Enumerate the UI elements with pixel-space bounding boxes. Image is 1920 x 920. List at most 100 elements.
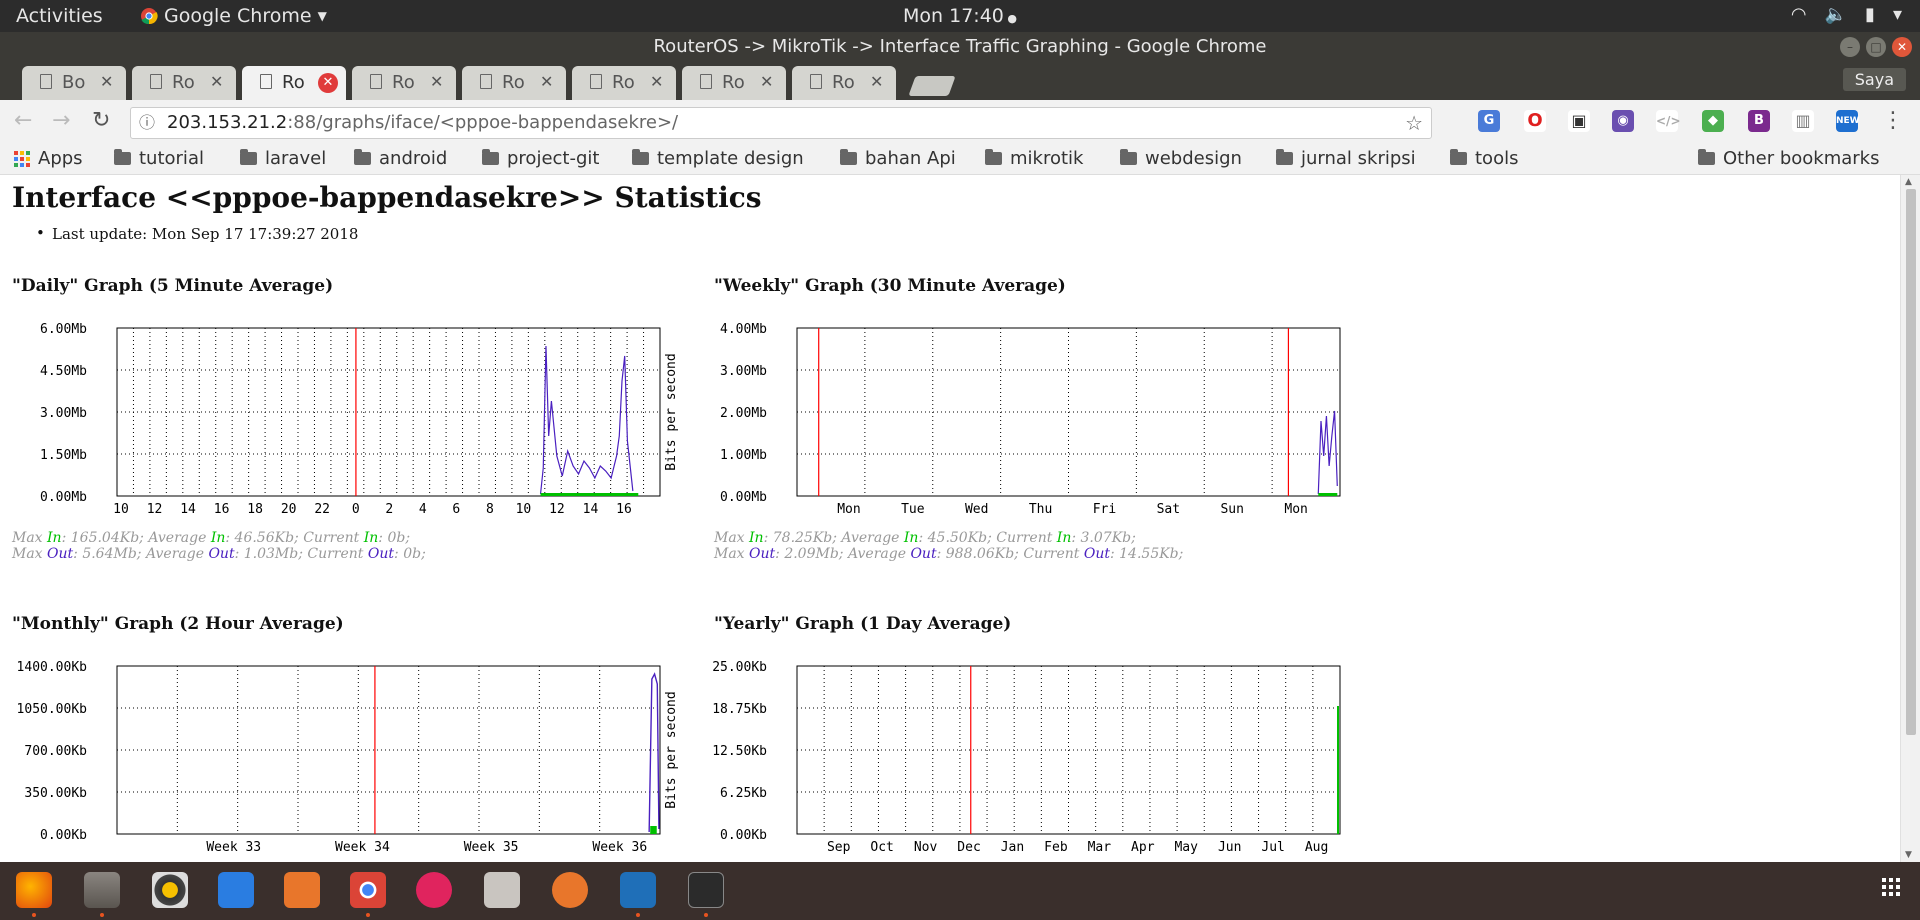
bookmark-folder[interactable]: jurnal skripsi (1276, 148, 1416, 169)
bookmark-label: webdesign (1145, 148, 1242, 169)
scroll-up-arrow-icon[interactable]: ▲ (1905, 177, 1912, 187)
yearly-traffic-graph: 25.00Kb 18.75Kb 12.50Kb 6.25Kb 0.00Kb Sep Oct N… (664, 660, 1341, 855)
info-icon[interactable]: ⓘ (139, 113, 156, 132)
browser-tab[interactable]: Ro ✕ (352, 66, 456, 100)
apps-shortcut[interactable]: Apps (14, 148, 83, 169)
terminal-icon[interactable] (688, 872, 724, 908)
bookmark-folder[interactable]: tutorial (114, 148, 204, 169)
bookmark-folder[interactable]: laravel (240, 148, 326, 169)
system-tray[interactable]: ◠ 🔈 ▮ ▾ (1791, 4, 1902, 25)
camera-extension-icon[interactable]: ◉ (1612, 110, 1634, 132)
camera-icon[interactable] (484, 872, 520, 908)
keyboard-extension-icon[interactable]: ▥ (1792, 110, 1814, 132)
firefox-icon[interactable] (16, 872, 52, 908)
tools-icon[interactable] (552, 872, 588, 908)
minimize-button[interactable]: – (1840, 37, 1860, 57)
scroll-down-arrow-icon[interactable]: ▼ (1905, 850, 1912, 860)
url-text[interactable]: 203.153.21.2:88/graphs/iface/<pppoe-bapp… (167, 108, 678, 138)
traffic-in-area (650, 826, 657, 834)
bookmark-folder[interactable]: android (354, 148, 447, 169)
x-axis-tick-label: 6 (452, 502, 460, 517)
browser-tab-active[interactable]: Ro ✕ (242, 66, 346, 100)
x-axis-tick-label: Jun (1218, 840, 1241, 855)
color-picker-extension-icon[interactable]: ◆ (1702, 110, 1724, 132)
close-tab-icon[interactable]: ✕ (318, 73, 338, 93)
show-applications-button[interactable] (1882, 878, 1900, 896)
bookmark-star-icon[interactable]: ☆ (1405, 111, 1423, 135)
y-axis-tick-label: 6.00Mb (40, 322, 87, 337)
chrome-icon[interactable] (350, 872, 386, 908)
close-tab-icon[interactable]: ✕ (100, 72, 114, 91)
code-extension-icon[interactable]: </> (1656, 110, 1681, 132)
close-window-button[interactable]: ✕ (1892, 37, 1912, 57)
writer-icon[interactable] (218, 872, 254, 908)
files-icon[interactable] (84, 872, 120, 908)
bookmark-folder[interactable]: tools (1450, 148, 1518, 169)
y-axis-tick-label: 4.00Mb (720, 322, 767, 337)
bookmark-folder[interactable]: bahan Api (840, 148, 956, 169)
x-axis-tick-label: 14 (583, 502, 599, 517)
bootstrap-extension-icon[interactable]: B (1748, 110, 1770, 132)
address-bar[interactable]: ⓘ 203.153.21.2:88/graphs/iface/<pppoe-ba… (130, 107, 1432, 139)
browser-tab[interactable]: Bo ✕ (22, 66, 126, 100)
daily-traffic-graph: 6.00Mb 4.50Mb 3.00Mb 1.50Mb 0.00Mb 10 12 14 16 18… (40, 322, 661, 517)
reload-icon[interactable]: ↻ (92, 108, 111, 133)
bookmark-folder[interactable]: mikrotik (985, 148, 1083, 169)
activities-button[interactable]: Activities (16, 5, 103, 27)
close-tab-icon[interactable]: ✕ (430, 72, 444, 91)
new-badge-extension-icon[interactable]: NEW (1836, 110, 1860, 132)
daily-graph-title: "Daily" Graph (5 Minute Average) (12, 276, 334, 296)
rhythmbox-icon[interactable] (152, 872, 188, 908)
browser-tab[interactable]: Ro ✕ (792, 66, 896, 100)
browser-tab[interactable]: Ro ✕ (682, 66, 786, 100)
close-tab-icon[interactable]: ✕ (760, 72, 774, 91)
maximize-button[interactable]: □ (1866, 37, 1886, 57)
bookmark-folder[interactable]: template design (632, 148, 804, 169)
back-arrow-icon[interactable]: ← (14, 108, 33, 133)
wifi-icon[interactable]: ◠ (1790, 4, 1807, 25)
x-axis-tick-label: Feb (1044, 840, 1068, 855)
power-menu-icon[interactable]: ▾ (1892, 4, 1902, 25)
chrome-icon (141, 8, 158, 25)
translate-extension-icon[interactable]: G (1478, 110, 1500, 132)
traffic-in-area (1318, 493, 1338, 496)
bookmark-folder[interactable]: webdesign (1120, 148, 1242, 169)
clock[interactable]: Mon 17:40 (903, 5, 1004, 27)
close-tab-icon[interactable]: ✕ (540, 72, 554, 91)
software-icon[interactable] (284, 872, 320, 908)
forward-arrow-icon[interactable]: → (52, 108, 71, 133)
battery-icon[interactable]: ▮ (1865, 4, 1875, 25)
y-axis-tick-label: 3.00Mb (40, 406, 87, 421)
browser-tab[interactable]: Ro ✕ (572, 66, 676, 100)
vscode-icon[interactable] (620, 872, 656, 908)
close-tab-icon[interactable]: ✕ (650, 72, 664, 91)
close-tab-icon[interactable]: ✕ (870, 72, 884, 91)
browser-tab[interactable]: Ro ✕ (132, 66, 236, 100)
browser-tab[interactable]: Ro ✕ (462, 66, 566, 100)
new-tab-button[interactable] (908, 76, 956, 96)
app-menu[interactable]: Google Chrome ▼ (140, 5, 327, 27)
page-scrollbar[interactable]: ▲ ▼ (1900, 175, 1920, 862)
max-in-value: 165.04Kb (70, 530, 140, 546)
yearly-graph-title: "Yearly" Graph (1 Day Average) (714, 614, 1012, 634)
close-tab-icon[interactable]: ✕ (210, 72, 224, 91)
x-axis-tick-label: 22 (314, 502, 330, 517)
max-out-value: 5.64Mb (82, 546, 137, 562)
folder-icon (1120, 149, 1137, 165)
tab-label: Ro (282, 72, 305, 93)
opera-extension-icon[interactable]: O (1524, 110, 1546, 132)
kebab-menu-icon[interactable]: ⋮ (1882, 108, 1904, 133)
bookmark-label: template design (657, 148, 804, 169)
profile-button[interactable]: Saya (1842, 68, 1906, 91)
current-word: Current (303, 530, 360, 546)
tab-label: Bo (62, 72, 86, 93)
x-axis-tick-label: May (1174, 840, 1198, 855)
scrollbar-thumb[interactable] (1906, 189, 1916, 735)
out-word: Out (1083, 546, 1110, 562)
volume-icon[interactable]: 🔈 (1824, 4, 1848, 25)
other-bookmarks-folder[interactable]: Other bookmarks (1698, 148, 1879, 169)
cur-out-value: 0b (403, 546, 422, 562)
screen-capture-extension-icon[interactable]: ▣ (1568, 110, 1590, 132)
flickr-icon[interactable] (416, 872, 452, 908)
bookmark-folder[interactable]: project-git (482, 148, 599, 169)
